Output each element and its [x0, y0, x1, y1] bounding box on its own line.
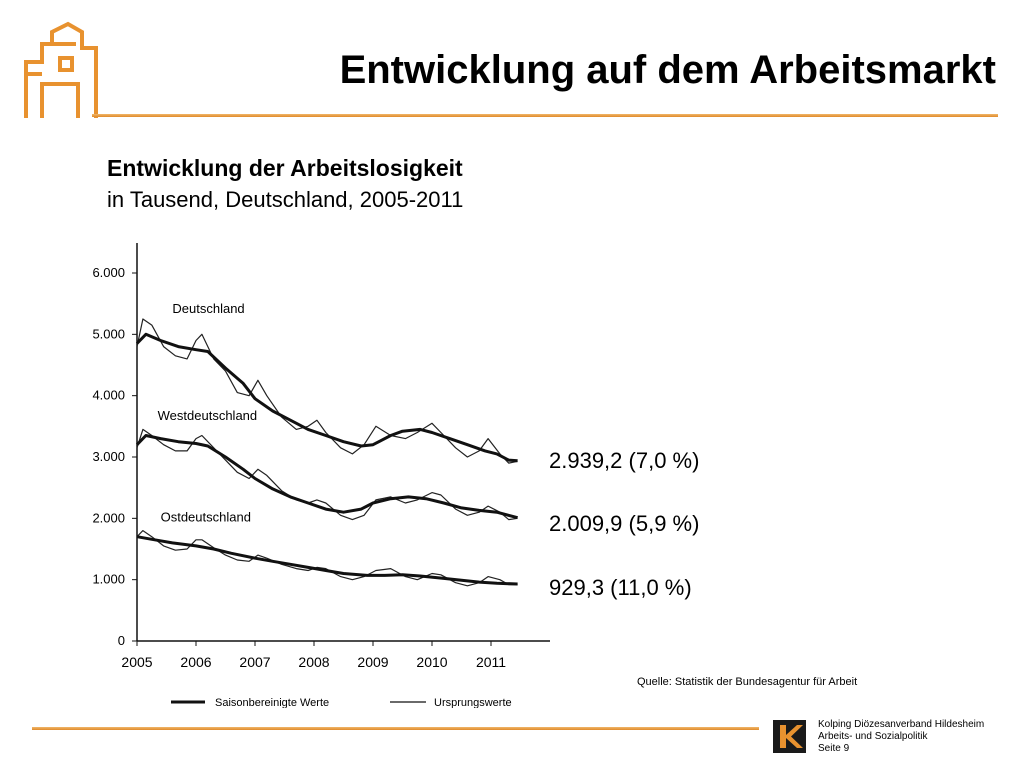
x-tick-label: 2006 — [180, 654, 211, 670]
series-seasonal-line — [135, 332, 518, 463]
series-seasonal-line — [136, 535, 518, 586]
series-label: Westdeutschland — [158, 408, 258, 423]
footer-divider — [32, 727, 759, 730]
chart-subtitle: in Tausend, Deutschland, 2005-2011 — [107, 187, 464, 212]
page-title: Entwicklung auf dem Arbeitsmarkt — [339, 48, 996, 92]
y-tick-label: 3.000 — [92, 449, 125, 464]
x-tick-label: 2008 — [298, 654, 329, 670]
annotation-westdeutschland: 2.009,9 (5,9 %) — [549, 511, 700, 536]
footer-department: Arbeits- und Sozialpolitik — [818, 731, 928, 742]
series-original-line — [136, 318, 518, 464]
series-seasonal-line — [135, 434, 518, 520]
y-tick-label: 1.000 — [92, 572, 125, 587]
x-tick-label: 2011 — [476, 654, 506, 670]
y-tick-label: 0 — [118, 633, 125, 648]
source-note: Quelle: Statistik der Bundesagentur für … — [637, 676, 858, 688]
series-label: Ostdeutschland — [161, 509, 251, 524]
kolping-logo-icon — [773, 720, 806, 753]
y-tick-label: 6.000 — [92, 265, 125, 280]
chart-title: Entwicklung der Arbeitslosigkeit — [107, 155, 463, 181]
series-original-line — [136, 530, 518, 587]
footer-organization: Kolping Diözesanverband Hildesheim — [818, 719, 985, 730]
y-tick-label: 4.000 — [92, 388, 125, 403]
footer-info: Kolping Diözesanverband Hildesheim Arbei… — [818, 719, 984, 755]
annotation-ostdeutschland: 929,3 (11,0 %) — [549, 575, 692, 600]
x-tick-label: 2005 — [121, 654, 152, 670]
x-tick-label: 2007 — [239, 654, 270, 670]
x-tick-label: 2010 — [416, 654, 447, 670]
series-label: Deutschland — [172, 301, 244, 316]
legend-original-label: Ursprungswerte — [434, 697, 512, 708]
unemployment-line-chart: 0 1.000 2.000 3.000 4.000 5.000 6.000 2005 2006 2… — [92, 243, 550, 708]
x-tick-label: 2009 — [357, 654, 388, 670]
legend-seasonal-label: Saisonbereinigte Werte — [215, 697, 329, 708]
annotation-deutschland: 2.939,2 (7,0 %) — [549, 448, 700, 473]
footer-page: Seite 9 — [818, 743, 850, 754]
y-tick-label: 5.000 — [92, 326, 125, 341]
building-logo-icon — [24, 21, 98, 118]
header-divider — [92, 114, 998, 117]
y-tick-label: 2.000 — [92, 510, 125, 525]
